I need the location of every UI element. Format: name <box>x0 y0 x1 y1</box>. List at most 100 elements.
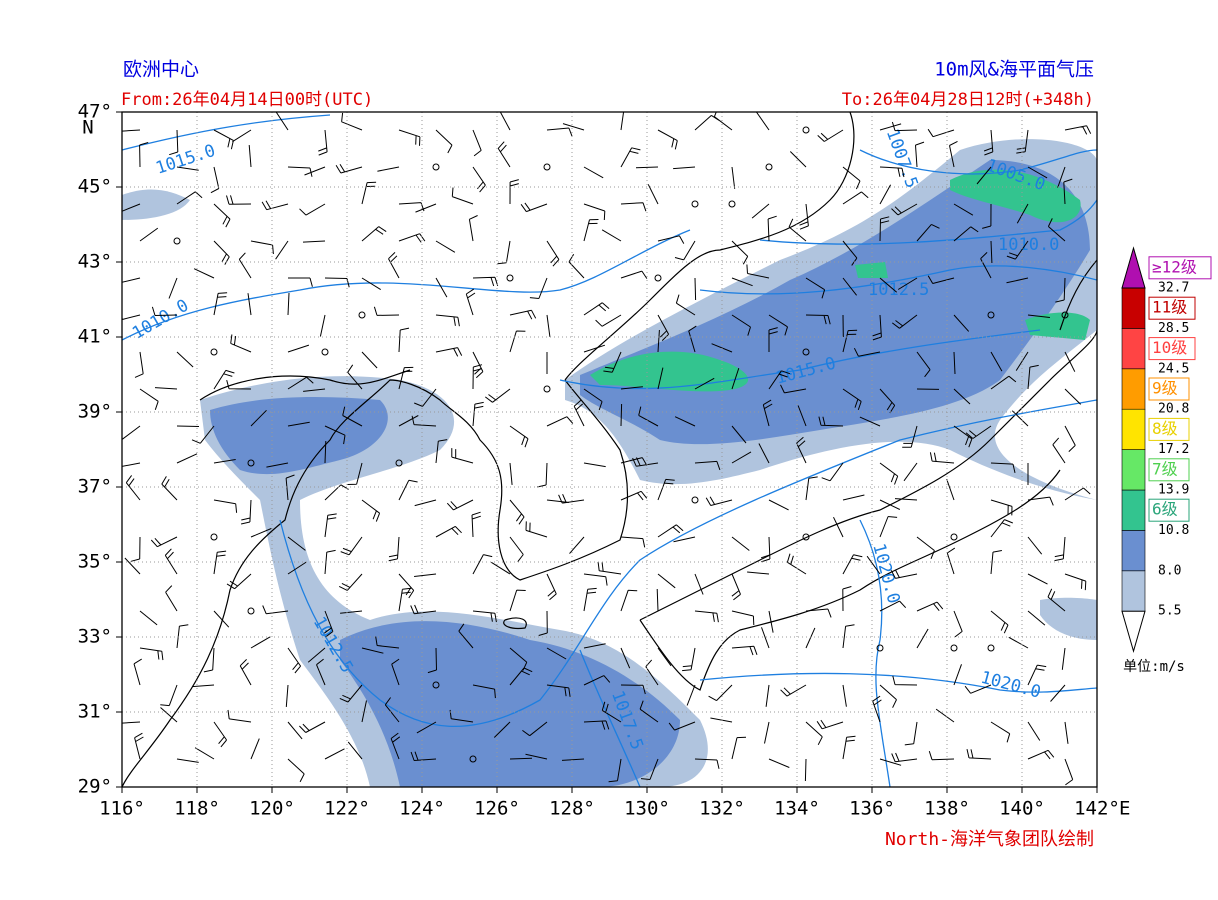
wind-barb <box>1008 636 1029 649</box>
grade-label: 6级 <box>1152 500 1178 519</box>
wind-barb <box>1047 588 1066 612</box>
wind-barb <box>768 610 774 633</box>
wind-barb <box>509 499 525 525</box>
wind-barb <box>964 684 992 694</box>
wind-barb <box>620 647 631 669</box>
wind-barb <box>347 364 363 390</box>
wind-barb <box>472 129 482 157</box>
wind-barb <box>134 732 144 760</box>
y-tick-label: 29° <box>78 776 112 798</box>
wind-barb <box>1052 437 1066 464</box>
wind-barb <box>398 587 412 612</box>
wind-barb <box>710 717 733 723</box>
wind-barb <box>472 554 493 575</box>
wind-barb <box>620 490 648 501</box>
wind-barb <box>569 536 585 554</box>
colorbar-segment <box>1121 530 1146 572</box>
wind-barb <box>842 191 869 205</box>
isobars <box>122 114 1097 787</box>
wind-barb <box>872 695 882 723</box>
wind-barb <box>731 425 747 444</box>
wind-barb <box>990 519 1013 538</box>
wind-barb <box>816 719 844 730</box>
wind-barb <box>558 494 585 504</box>
wind-barb <box>601 701 622 723</box>
wind-barb <box>377 166 400 172</box>
wind-barb <box>990 610 1009 634</box>
wind-barb <box>435 240 456 253</box>
wind-barb <box>879 277 898 293</box>
wind-barb <box>583 643 606 649</box>
wind-barb <box>275 112 289 131</box>
wind-barb <box>694 277 697 301</box>
wind-barb <box>139 647 164 661</box>
grade-box <box>1148 458 1190 482</box>
calm-wind <box>728 200 736 208</box>
wind-barb <box>193 268 215 279</box>
wind-barb <box>673 166 696 170</box>
y-tick-label: 33° <box>78 626 112 648</box>
wind-barb <box>213 499 238 513</box>
wind-barb <box>191 425 215 444</box>
wind-barb <box>879 600 907 612</box>
wind-barb <box>546 499 569 503</box>
wind-barb <box>583 573 608 586</box>
x-tick-label: 134° <box>774 798 820 820</box>
wind-barb <box>287 721 303 740</box>
wind-barb <box>154 387 178 390</box>
wind-barb <box>657 314 670 341</box>
wind-barb <box>1027 166 1048 179</box>
wind-barb <box>239 659 252 686</box>
wind-barb <box>302 240 326 243</box>
wind-barb <box>927 275 955 284</box>
wind-barb <box>620 147 641 168</box>
lat-suffix: N <box>82 117 93 139</box>
wind-barb <box>764 721 770 744</box>
wind-barb <box>842 554 863 575</box>
calm-wind <box>543 385 551 393</box>
wind-barb <box>953 314 970 332</box>
wind-barb <box>176 191 203 205</box>
wind-barb <box>804 758 807 782</box>
wind-barb <box>465 288 476 316</box>
wind-barb <box>620 403 623 427</box>
wind-barb <box>818 416 844 427</box>
wind-barb <box>620 589 638 612</box>
wind-barb <box>731 573 741 601</box>
wind-barb <box>583 675 611 686</box>
colorbar-segment <box>1121 489 1146 531</box>
y-tick-label: 45° <box>78 176 112 198</box>
wind-barb <box>573 399 585 427</box>
wind-barb <box>546 314 551 337</box>
wind-barb <box>414 388 437 407</box>
wind-barb <box>821 462 844 482</box>
calm-wind <box>395 459 403 467</box>
right-title: 10m风&海平面气压 <box>934 59 1094 81</box>
wind-barb <box>347 462 363 485</box>
wind-barb <box>639 700 659 723</box>
wind-barb <box>169 129 179 156</box>
wind-barb <box>226 195 252 205</box>
wind-barb <box>546 573 557 601</box>
wind-barb <box>990 375 1017 390</box>
wind-barb <box>416 721 437 734</box>
wind-barb <box>391 658 400 686</box>
wind-barb <box>817 129 844 142</box>
wind-barb <box>1016 203 1029 224</box>
wind-barb <box>361 499 381 522</box>
wind-barb <box>705 496 733 506</box>
wind-barb <box>287 647 302 674</box>
wind-barb <box>1027 664 1047 686</box>
wind-barb <box>891 203 918 216</box>
wind-barb <box>304 166 326 176</box>
wind-barb <box>247 293 252 316</box>
wind-barb <box>1064 125 1092 135</box>
wind-barb <box>287 758 305 783</box>
wind-barb <box>953 388 971 405</box>
wind-barb <box>414 499 437 507</box>
wind-barb <box>842 277 857 296</box>
wind-barb <box>213 369 235 390</box>
wind-barb <box>398 415 419 427</box>
wind-barb <box>731 240 749 265</box>
calm-wind <box>691 496 699 504</box>
